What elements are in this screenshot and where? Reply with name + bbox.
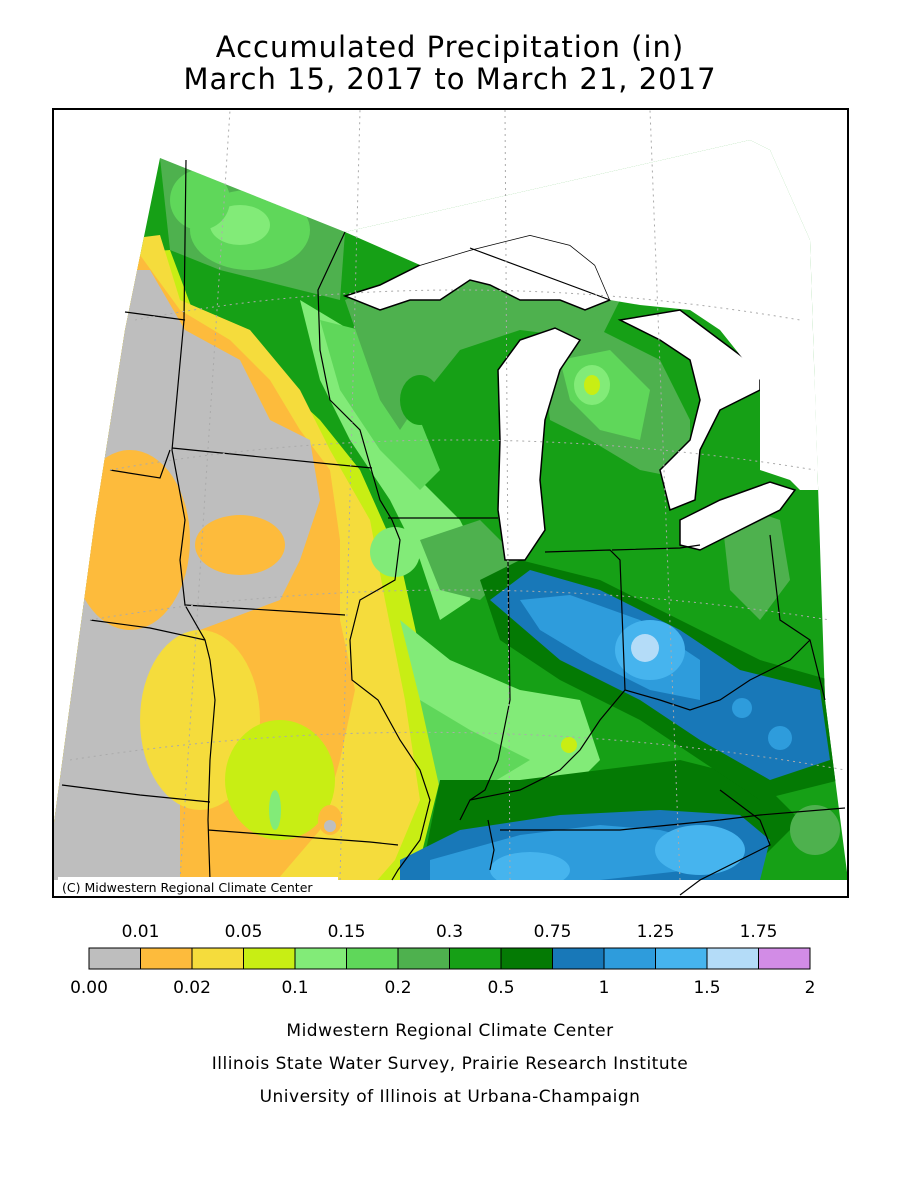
lake-huron xyxy=(617,309,761,512)
legend-bottom-label: 0.5 xyxy=(487,978,515,998)
legend-swatch xyxy=(500,947,553,970)
legend-swatch xyxy=(346,947,399,970)
legend-bottom-label: 1 xyxy=(598,978,610,998)
legend-swatch xyxy=(397,947,450,970)
legend-swatch xyxy=(88,947,141,970)
legend-bottom-label: 0.2 xyxy=(384,978,412,998)
legend-bottom-label: 0.1 xyxy=(281,978,309,998)
precipitation-fill xyxy=(53,140,848,880)
legend-swatch xyxy=(706,947,759,970)
credit-line2: Illinois State Water Survey, Prairie Res… xyxy=(211,1054,689,1074)
credit-line1: Midwestern Regional Climate Center xyxy=(286,1021,614,1041)
copyright-box xyxy=(58,877,338,896)
legend-swatch xyxy=(243,947,296,970)
legend-top-label: 0.05 xyxy=(224,922,263,942)
chart-title-line2: March 15, 2017 to March 21, 2017 xyxy=(183,62,717,96)
legend-top-label: 0.01 xyxy=(121,922,160,942)
lake-superior xyxy=(342,234,611,311)
lake-michigan xyxy=(497,327,582,561)
map-frame xyxy=(52,108,849,898)
legend-colorbar xyxy=(88,947,811,970)
credit-line3: University of Illinois at Urbana-Champai… xyxy=(259,1087,641,1107)
legend-bottom-label: 0.02 xyxy=(173,978,211,998)
lat-lon-grid xyxy=(69,109,846,881)
legend-swatch xyxy=(294,947,347,970)
legend-swatch xyxy=(191,947,244,970)
legend-swatch xyxy=(552,947,605,970)
legend-bottom-label: 0.00 xyxy=(70,978,108,998)
state-boundaries xyxy=(61,159,846,896)
copyright-text: (C) Midwestern Regional Climate Center xyxy=(62,880,313,895)
legend-swatch xyxy=(758,947,811,970)
legend-swatch xyxy=(603,947,656,970)
legend-bottom-label: 1.5 xyxy=(693,978,721,998)
legend-top-label: 0.75 xyxy=(533,922,572,942)
legend-swatch xyxy=(449,947,502,970)
legend-top-label: 0.15 xyxy=(327,922,366,942)
chart-title-line1: Accumulated Precipitation (in) xyxy=(215,30,685,64)
legend-swatch xyxy=(140,947,193,970)
legend-top-label: 0.3 xyxy=(435,922,464,942)
legend-swatch xyxy=(655,947,708,970)
legend-bottom-label: 2 xyxy=(804,978,816,998)
legend-top-label: 1.75 xyxy=(739,922,778,942)
legend-top-label: 1.25 xyxy=(636,922,675,942)
